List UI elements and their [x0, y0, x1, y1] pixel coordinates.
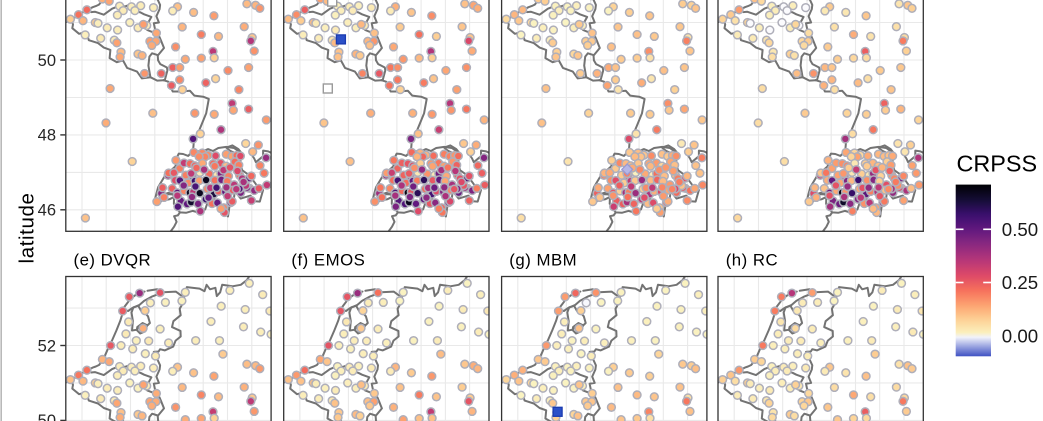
- svg-text:0.50: 0.50: [1002, 219, 1038, 240]
- svg-text:(f) EMOS: (f) EMOS: [291, 251, 365, 270]
- svg-text:0.00: 0.00: [1002, 326, 1038, 347]
- svg-text:(e) DVQR: (e) DVQR: [74, 251, 152, 270]
- svg-text:50: 50: [38, 52, 56, 70]
- svg-text:CRPSS: CRPSS: [957, 151, 1038, 177]
- svg-text:0.25: 0.25: [1002, 272, 1038, 293]
- svg-text:52: 52: [38, 337, 56, 355]
- svg-text:latitude: latitude: [16, 193, 39, 264]
- svg-text:48: 48: [38, 127, 56, 145]
- svg-text:46: 46: [38, 202, 56, 220]
- svg-text:50: 50: [38, 412, 56, 421]
- svg-text:(g) MBM: (g) MBM: [509, 251, 577, 270]
- svg-text:(h) RC: (h) RC: [726, 251, 778, 270]
